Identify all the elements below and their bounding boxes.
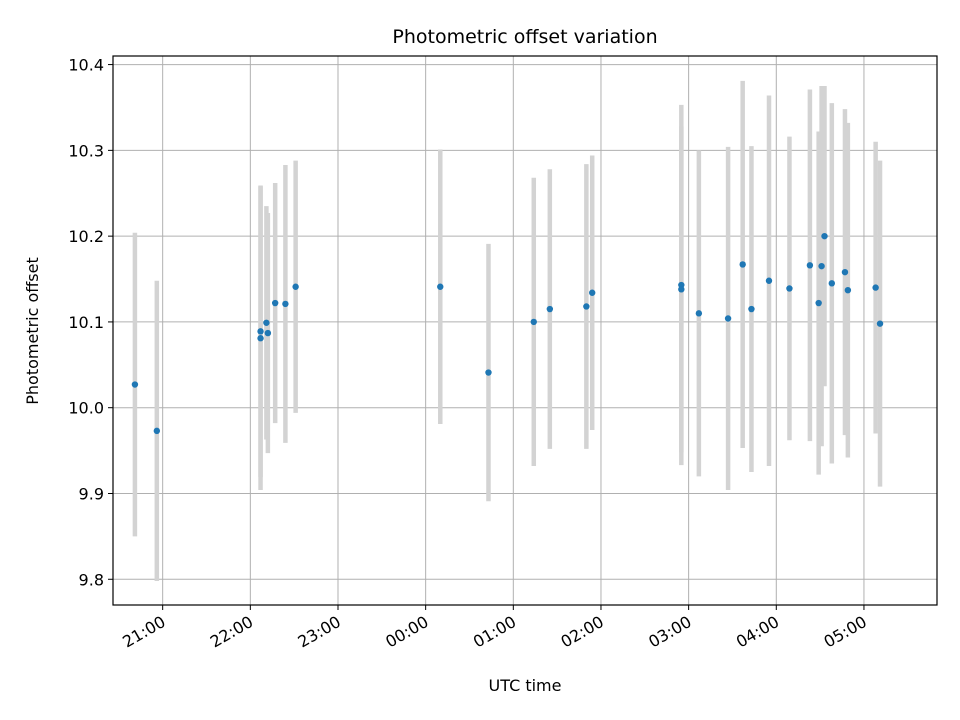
data-point xyxy=(724,315,732,322)
x-tick-label: 04:00 xyxy=(733,612,782,652)
data-point xyxy=(546,305,554,313)
x-tick-label: 22:00 xyxy=(207,612,256,652)
data-point xyxy=(739,261,746,268)
x-tick-label: 23:00 xyxy=(295,612,344,652)
data-point xyxy=(292,283,299,290)
data-point xyxy=(263,319,270,326)
data-point xyxy=(583,303,590,310)
data-point xyxy=(828,280,836,287)
data-point xyxy=(806,262,814,269)
y-axis: 9.8 9.9 10.0 10.1 10.2 10.3 10.4 xyxy=(68,56,113,589)
grid-layer xyxy=(113,56,937,605)
data-point xyxy=(695,310,703,317)
x-axis: 21:00 22:00 23:00 00:00 01:00 02:00 03:00 04:00… xyxy=(119,605,870,652)
data-point xyxy=(841,268,849,276)
y-tick-label: 9.9 xyxy=(79,484,104,503)
data-point xyxy=(437,283,444,290)
data-point xyxy=(257,328,264,335)
data-point xyxy=(815,299,822,307)
data-point xyxy=(872,284,879,291)
data-point xyxy=(257,335,264,342)
data-point xyxy=(271,299,279,307)
data-point xyxy=(131,381,139,388)
data-point xyxy=(153,427,161,435)
x-tick-label: 21:00 xyxy=(119,612,168,652)
x-tick-label: 03:00 xyxy=(645,612,694,652)
x-tick-label: 00:00 xyxy=(382,612,431,652)
y-tick-label: 10.1 xyxy=(68,313,104,332)
chart-title: Photometric offset variation xyxy=(392,26,657,48)
y-axis-label: Photometric offset xyxy=(23,257,42,405)
data-point xyxy=(282,300,289,308)
data-point xyxy=(844,286,852,294)
data-point xyxy=(589,289,596,296)
y-tick-label: 10.4 xyxy=(68,56,104,75)
plot-frame xyxy=(112,55,938,606)
y-tick-label: 10.0 xyxy=(68,399,104,418)
x-tick-label: 01:00 xyxy=(470,612,519,652)
y-tick-label: 10.3 xyxy=(68,141,104,160)
y-tick-label: 10.2 xyxy=(68,227,104,246)
data-point xyxy=(786,285,793,292)
data-point xyxy=(876,320,884,327)
data-point xyxy=(264,329,272,337)
point-layer xyxy=(131,232,884,435)
x-tick-label: 02:00 xyxy=(558,612,607,652)
y-tick-label: 9.8 xyxy=(79,570,104,589)
errorbar-layer xyxy=(132,80,883,581)
data-point xyxy=(748,305,755,313)
data-point xyxy=(765,277,773,284)
data-point xyxy=(485,369,492,376)
data-point xyxy=(678,286,685,293)
data-point xyxy=(821,232,828,240)
x-axis-label: UTC time xyxy=(489,676,562,695)
x-tick-label: 05:00 xyxy=(821,612,870,652)
data-point xyxy=(530,318,537,326)
data-point xyxy=(818,262,825,270)
